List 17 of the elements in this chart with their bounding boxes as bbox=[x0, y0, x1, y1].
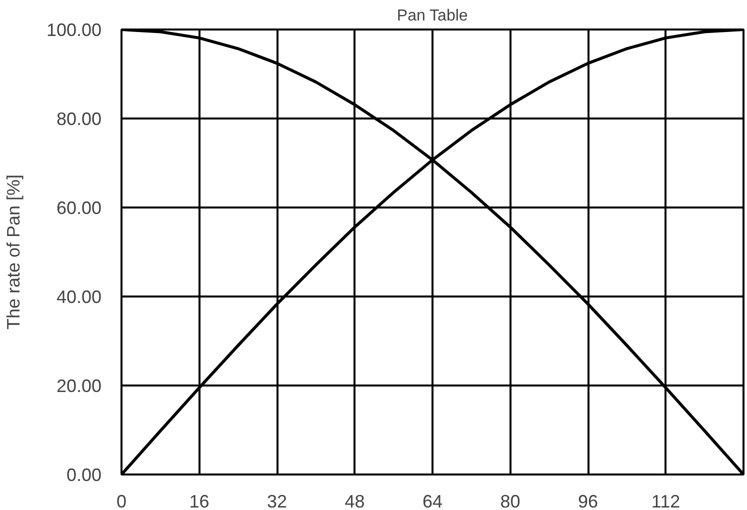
x-tick-label: 16 bbox=[189, 492, 210, 510]
y-tick-label: 0.00 bbox=[66, 465, 102, 485]
x-tick-label: 80 bbox=[500, 492, 520, 510]
line-series bbox=[122, 30, 744, 474]
x-tick-label: 64 bbox=[422, 492, 443, 510]
y-tick-label: 100.00 bbox=[46, 20, 102, 40]
x-tick-label: 32 bbox=[266, 492, 288, 510]
y-tick-label: 80.00 bbox=[56, 109, 102, 129]
x-tick-label: 96 bbox=[578, 492, 598, 510]
x-tick-label: 0 bbox=[116, 492, 127, 510]
x-tick-label: 112 bbox=[651, 492, 680, 510]
y-tick-label: 60.00 bbox=[56, 198, 102, 218]
chart-title: Pan Table bbox=[396, 8, 468, 24]
x-tick-label: 48 bbox=[344, 492, 365, 510]
y-axis-title: The rate of Pan [%] bbox=[3, 174, 24, 330]
y-tick-label: 40.00 bbox=[56, 287, 102, 307]
y-tick-label: 20.00 bbox=[56, 376, 102, 396]
